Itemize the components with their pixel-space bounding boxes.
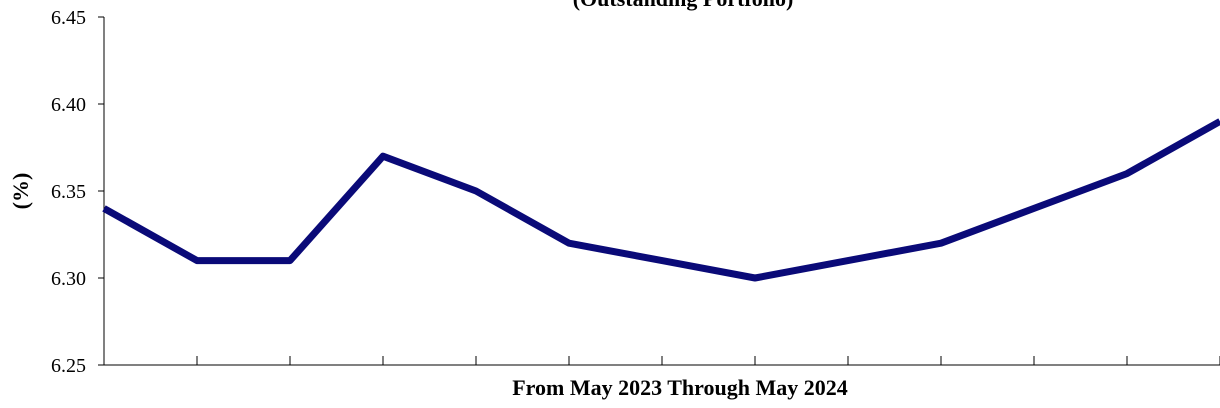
chart-title: (Outstanding Portfolio) [573,0,794,11]
series-line [102,118,1220,282]
y-tick-label: 6.45 [51,7,86,29]
y-axis: 6.25 6.30 6.35 6.40 6.45 [51,7,105,377]
series-group [102,118,1220,282]
y-tick-label: 6.40 [51,94,86,116]
y-tick-label: 6.25 [51,355,86,377]
y-axis-title: (%) [8,173,33,210]
y-tick-label: 6.30 [51,268,86,290]
x-axis [104,356,1220,366]
x-axis-title: From May 2023 Through May 2024 [512,375,848,400]
y-tick-label: 6.35 [51,181,86,203]
